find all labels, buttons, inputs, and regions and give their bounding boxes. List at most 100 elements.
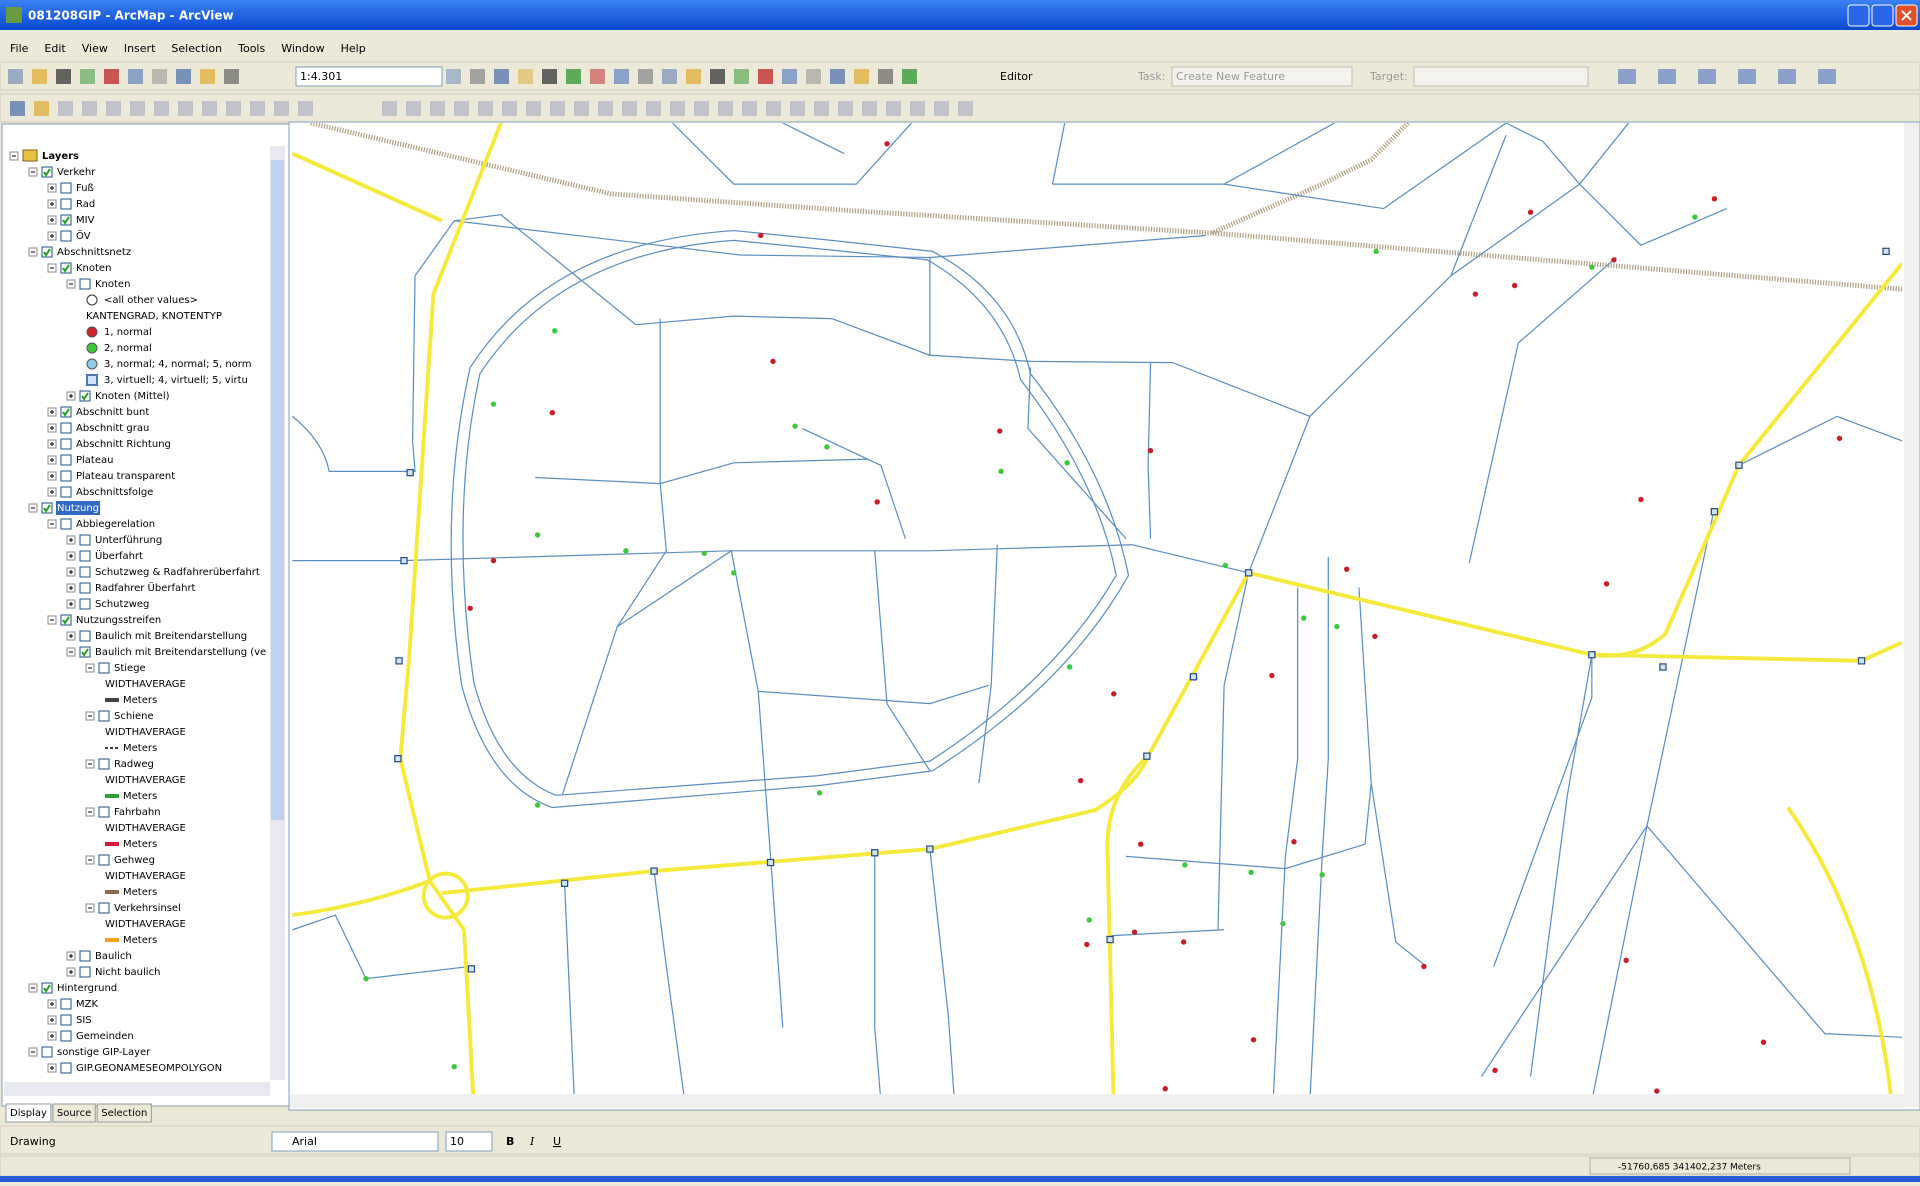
- tool-button[interactable]: [58, 101, 73, 116]
- tool-button[interactable]: [80, 69, 95, 84]
- tool-button[interactable]: [670, 101, 685, 116]
- tool-button[interactable]: [382, 101, 397, 116]
- tool-button[interactable]: [758, 69, 773, 84]
- toc-label[interactable]: 3, virtuell; 4, virtuell; 5, virtu: [104, 375, 248, 386]
- toc-label[interactable]: Fahrbahn: [114, 807, 161, 818]
- toc-scroll-thumb[interactable]: [271, 160, 284, 820]
- tool-button[interactable]: [1618, 69, 1636, 84]
- tool-button[interactable]: [200, 69, 215, 84]
- toc-label[interactable]: Meters: [123, 839, 157, 850]
- tool-button[interactable]: [82, 101, 97, 116]
- tool-button[interactable]: [1698, 69, 1716, 84]
- tool-button[interactable]: [710, 69, 725, 84]
- layer-checkbox[interactable]: [61, 423, 71, 433]
- toc-label[interactable]: Meters: [123, 887, 157, 898]
- tool-button[interactable]: [10, 101, 25, 116]
- tool-button[interactable]: [838, 101, 853, 116]
- tool-button[interactable]: [814, 101, 829, 116]
- layer-checkbox[interactable]: [61, 183, 71, 193]
- drawing-menu[interactable]: Drawing: [10, 1135, 56, 1148]
- tool-button[interactable]: [430, 101, 445, 116]
- toc-label[interactable]: Abschnittsfolge: [76, 487, 153, 498]
- tool-button[interactable]: [454, 101, 469, 116]
- toc-label[interactable]: Schutzweg & Radfahrerüberfahrt: [95, 567, 260, 578]
- tool-button[interactable]: [958, 101, 973, 116]
- toc-label[interactable]: Knoten (Mittel): [95, 391, 170, 402]
- toc-label[interactable]: Unterführung: [95, 535, 162, 546]
- toc-label[interactable]: Schutzweg: [95, 599, 149, 610]
- toc-label[interactable]: Verkehrsinsel: [114, 903, 181, 914]
- layer-checkbox[interactable]: [80, 279, 90, 289]
- tool-button[interactable]: [478, 101, 493, 116]
- toc-label[interactable]: SIS: [76, 1015, 92, 1026]
- menu-item[interactable]: Edit: [44, 42, 66, 55]
- tool-button[interactable]: [1818, 69, 1836, 84]
- toc-label[interactable]: Rad: [76, 199, 95, 210]
- tool-button[interactable]: [542, 69, 557, 84]
- toc-label[interactable]: WIDTHAVERAGE: [105, 919, 186, 930]
- tool-button[interactable]: [902, 69, 917, 84]
- layer-checkbox[interactable]: [80, 951, 90, 961]
- toc-label[interactable]: Radweg: [114, 759, 154, 770]
- tool-button[interactable]: [250, 101, 265, 116]
- menu-item[interactable]: View: [82, 42, 108, 55]
- layer-checkbox[interactable]: [61, 231, 71, 241]
- tool-button[interactable]: [106, 101, 121, 116]
- toc-label[interactable]: Nicht baulich: [95, 967, 160, 978]
- toc-label[interactable]: Verkehr: [57, 167, 96, 178]
- toc-label[interactable]: Abschnitt bunt: [76, 407, 149, 418]
- layer-checkbox[interactable]: [61, 439, 71, 449]
- tool-button[interactable]: [686, 69, 701, 84]
- tool-button[interactable]: [614, 69, 629, 84]
- toc-label[interactable]: Meters: [123, 743, 157, 754]
- tool-button[interactable]: [782, 69, 797, 84]
- tool-button[interactable]: [128, 69, 143, 84]
- menu-item[interactable]: Insert: [124, 42, 156, 55]
- toc-label[interactable]: 2, normal: [104, 343, 152, 354]
- tool-button[interactable]: [1778, 69, 1796, 84]
- tool-button[interactable]: [1658, 69, 1676, 84]
- tool-button[interactable]: [104, 69, 119, 84]
- tool-button[interactable]: [694, 101, 709, 116]
- tool-button[interactable]: [518, 69, 533, 84]
- tool-button[interactable]: [910, 101, 925, 116]
- tool-button[interactable]: [32, 69, 47, 84]
- toc-label[interactable]: Überfahrt: [95, 549, 143, 562]
- toc-label[interactable]: <all other values>: [104, 295, 198, 306]
- toc-label[interactable]: Hintergrund: [57, 983, 117, 994]
- layer-checkbox[interactable]: [80, 599, 90, 609]
- toc-label[interactable]: Abschnitt Richtung: [76, 439, 171, 450]
- toc-label[interactable]: Meters: [123, 695, 157, 706]
- menu-item[interactable]: Window: [281, 42, 324, 55]
- menu-item[interactable]: Help: [341, 42, 366, 55]
- toc-hscrollbar[interactable]: [4, 1082, 270, 1096]
- tool-button[interactable]: [622, 101, 637, 116]
- toc-label[interactable]: Baulich: [95, 951, 132, 962]
- tool-button[interactable]: [202, 101, 217, 116]
- layer-checkbox[interactable]: [80, 551, 90, 561]
- tool-button[interactable]: [734, 69, 749, 84]
- toc-label[interactable]: KANTENGRAD, KNOTENTYP: [86, 311, 222, 322]
- toc-label[interactable]: Abbiegerelation: [76, 519, 155, 530]
- toc-label[interactable]: Baulich mit Breitendarstellung (ve: [95, 647, 266, 658]
- layer-checkbox[interactable]: [61, 519, 71, 529]
- tool-button[interactable]: [178, 101, 193, 116]
- tool-button[interactable]: [1738, 69, 1756, 84]
- layer-checkbox[interactable]: [80, 535, 90, 545]
- menu-item[interactable]: Selection: [171, 42, 222, 55]
- toc-label[interactable]: sonstige GIP-Layer: [57, 1047, 151, 1058]
- toc-label[interactable]: Baulich mit Breitendarstellung: [95, 631, 247, 642]
- toc-label[interactable]: Radfahrer Überfahrt: [95, 581, 196, 594]
- layer-checkbox[interactable]: [99, 855, 109, 865]
- tool-button[interactable]: [56, 69, 71, 84]
- tool-button[interactable]: [274, 101, 289, 116]
- tool-button[interactable]: [854, 69, 869, 84]
- map-vscrollbar[interactable]: [1904, 123, 1919, 1107]
- tool-button[interactable]: [406, 101, 421, 116]
- tool-button[interactable]: [224, 69, 239, 84]
- layer-checkbox[interactable]: [61, 1031, 71, 1041]
- toc-label[interactable]: Stiege: [114, 663, 146, 674]
- layer-checkbox[interactable]: [99, 711, 109, 721]
- toc-label[interactable]: Layers: [42, 151, 79, 162]
- tool-button[interactable]: [742, 101, 757, 116]
